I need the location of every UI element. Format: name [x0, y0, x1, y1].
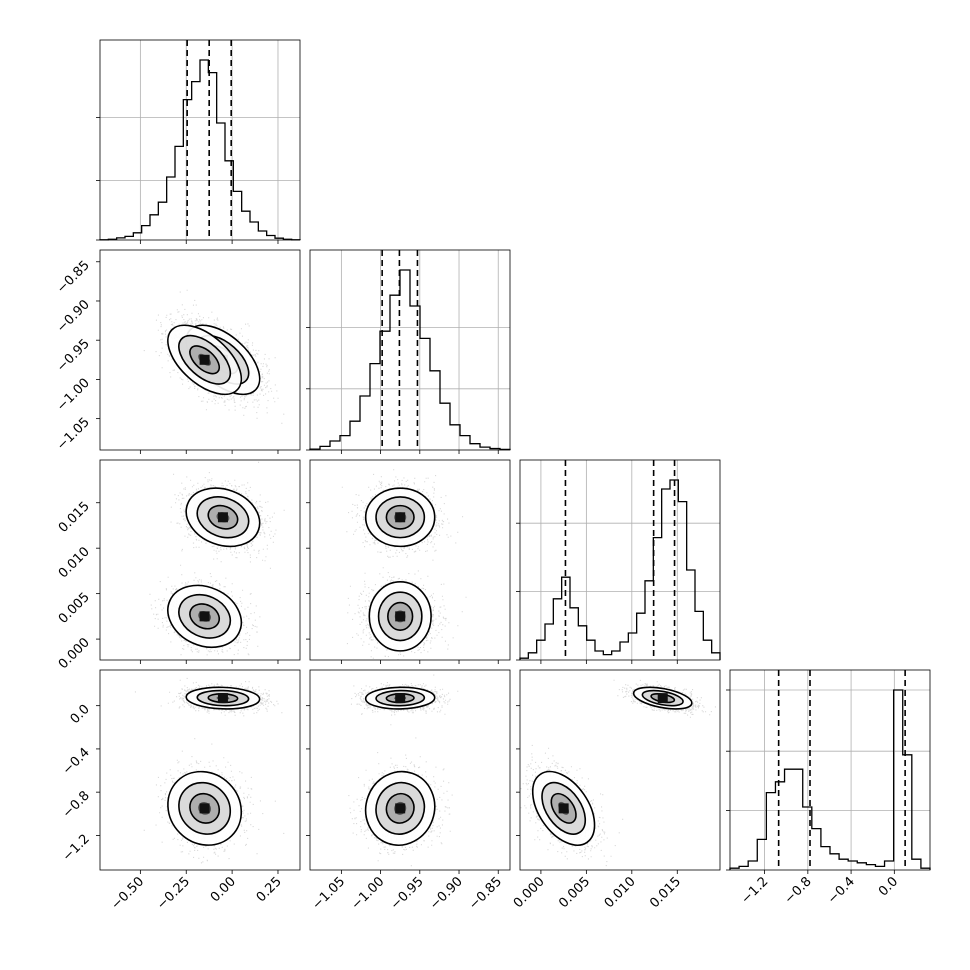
x-tick-label-0-1: −0.25 — [154, 874, 193, 913]
x-tick-label-2-1: 0.005 — [556, 874, 593, 911]
panel-frame-2-1 — [309, 459, 511, 661]
density-peak-3-1-c0 — [395, 693, 406, 704]
scatter-panel-2-0 — [96, 459, 301, 664]
panel-frame-3-1 — [309, 669, 511, 871]
density-peak-3-0-c1 — [199, 803, 210, 814]
x-tick-label-3-1: −0.8 — [782, 874, 815, 907]
x-tick-label-1-1: −1.00 — [349, 874, 388, 913]
hist-panel-2 — [516, 459, 721, 664]
panel-frame-2-0 — [99, 459, 301, 661]
scatter-panel-3-0 — [96, 669, 301, 874]
y-tick-label-3-1: −0.4 — [60, 745, 93, 778]
hist-panel-3 — [726, 669, 931, 874]
y-tick-label-2-0: 0.015 — [56, 499, 93, 536]
x-tick-label-3-0: −1.2 — [738, 874, 771, 907]
histogram-step-1 — [309, 269, 511, 451]
histogram-step-0 — [99, 59, 301, 241]
y-tick-label-1-2: −0.95 — [54, 336, 93, 375]
hist-frame-1 — [309, 249, 511, 451]
y-tick-label-1-3: −1.00 — [54, 376, 93, 415]
density-peak-2-0-c1 — [199, 611, 210, 622]
hist-frame-3 — [729, 669, 931, 871]
x-tick-label-2-2: 0.010 — [602, 874, 639, 911]
x-tick-label-1-0: −1.05 — [309, 874, 348, 913]
x-tick-label-0-3: 0.25 — [254, 874, 285, 905]
scatter-panel-3-1 — [306, 669, 511, 874]
x-tick-label-3-2: −0.4 — [825, 874, 858, 907]
scatter-panel-3-2 — [516, 669, 721, 874]
y-tick-label-1-1: −0.90 — [54, 297, 93, 336]
panel-frame-3-0 — [99, 669, 301, 871]
hist-panel-0 — [96, 39, 301, 244]
x-tick-label-3-3: 0.0 — [876, 874, 901, 899]
y-tick-label-2-3: 0.000 — [56, 635, 93, 672]
x-tick-label-1-2: −0.95 — [388, 874, 427, 913]
x-tick-label-2-0: 0.000 — [511, 874, 548, 911]
y-tick-label-3-3: −1.2 — [60, 832, 93, 865]
density-peak-3-1-c1 — [395, 803, 406, 814]
scatter-panel-2-1 — [306, 459, 511, 664]
y-tick-label-1-0: −0.85 — [54, 258, 93, 297]
histogram-step-2 — [519, 479, 721, 660]
density-peak-3-0-c0 — [217, 693, 228, 704]
density-peak-3-2-c0 — [657, 693, 668, 704]
hist-frame-2 — [519, 459, 721, 661]
density-peak-1-0-c1 — [199, 354, 210, 365]
panel-frame-3-2 — [519, 669, 721, 871]
hist-frame-0 — [99, 39, 301, 241]
histogram-step-3 — [729, 689, 931, 870]
x-tick-label-0-0: −0.50 — [108, 874, 147, 913]
scatter-points-3-0 — [134, 677, 285, 864]
y-tick-label-3-2: −0.8 — [60, 788, 93, 821]
y-tick-label-1-4: −1.05 — [54, 415, 93, 454]
x-tick-label-2-3: 0.015 — [647, 874, 684, 911]
x-tick-label-1-3: −0.90 — [427, 874, 466, 913]
y-tick-label-3-0: 0.0 — [68, 702, 93, 727]
scatter-panel-1-0 — [96, 249, 301, 454]
x-tick-label-0-2: 0.00 — [208, 874, 239, 905]
density-peak-2-0-c0 — [217, 512, 228, 523]
panel-frame-1-0 — [99, 249, 301, 451]
density-peak-2-1-c0 — [395, 512, 406, 523]
y-tick-label-2-2: 0.005 — [56, 590, 93, 627]
x-tick-label-1-4: −0.85 — [466, 874, 505, 913]
density-peak-2-1-c1 — [395, 611, 406, 622]
y-tick-label-2-1: 0.010 — [56, 544, 93, 581]
density-peak-3-2-c1 — [558, 803, 569, 814]
hist-panel-1 — [306, 249, 511, 454]
